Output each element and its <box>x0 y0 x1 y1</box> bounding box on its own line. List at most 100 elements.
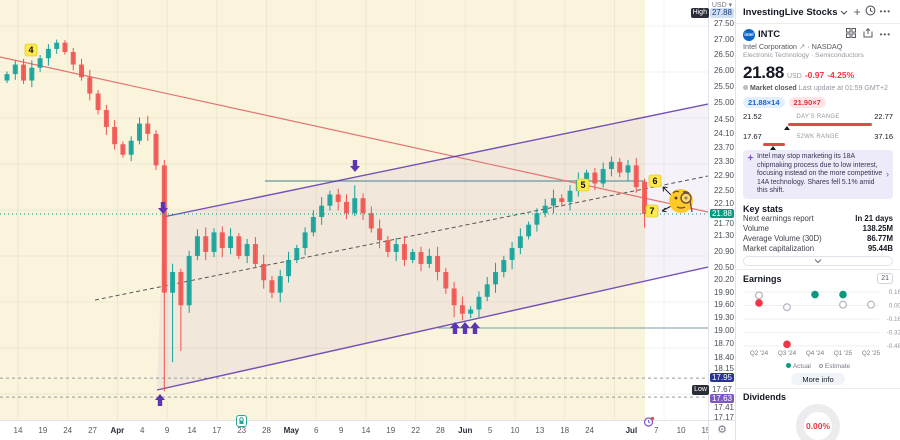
time-axis-label: 24 <box>63 426 73 435</box>
time-axis-label: 19 <box>38 426 48 435</box>
day-range-low: 21.52 <box>743 112 762 121</box>
gear-icon: ⚙ <box>717 424 727 436</box>
sidebar-menu-button[interactable]: ••• <box>879 7 891 16</box>
price-axis-label: 18.40 <box>713 352 734 362</box>
52wk-high: 37.16 <box>874 132 893 141</box>
news-text: Intel may stop marketing its 18A chipmak… <box>757 153 883 194</box>
price-axis-label: 19.90 <box>713 287 734 297</box>
ask-badge[interactable]: 21.90×7 <box>788 97 826 108</box>
history-clock-icon[interactable] <box>863 5 878 19</box>
intc-logo: intel <box>743 28 755 41</box>
time-axis-label: 9 <box>164 426 170 435</box>
market-status: Market closed Last update at 01:59 GMT+2 <box>743 84 893 94</box>
time-axis-label: 23 <box>237 426 247 435</box>
last-price: 21.88 <box>743 63 785 82</box>
time-axis-label: 14 <box>361 426 371 435</box>
time-axis-label: 7 <box>654 426 659 435</box>
event-marker-icon[interactable] <box>642 415 655 430</box>
price-axis-label: 17.95 <box>709 373 734 383</box>
price-axis-label: 20.90 <box>713 246 734 256</box>
svg-text:Q3 '24: Q3 '24 <box>778 350 797 357</box>
52wk-range-marker <box>770 146 776 150</box>
watchlist-sidebar: InvestingLive Stocks + ••• intel INTC ••… <box>735 0 900 440</box>
time-axis-label: 24 <box>585 426 594 435</box>
time-axis-label: 22 <box>411 426 421 435</box>
time-axis-label: Jun <box>458 426 473 435</box>
price-axis-label: 19.60 <box>713 300 734 310</box>
chevron-down-icon[interactable] <box>840 8 848 16</box>
price-chart[interactable]: 4 5 6 7 <box>0 0 708 420</box>
sidebar-header: InvestingLive Stocks + ••• <box>743 4 893 20</box>
time-axis[interactable]: 14 19 24 27 Apr 4 9 14 17 23 28 May 6 9 14 19 22 28 Jun 5 10… <box>0 415 711 440</box>
price-axis-label: 21.30 <box>713 231 734 241</box>
add-symbol-button[interactable]: + <box>853 5 861 19</box>
time-axis-label: 14 <box>187 426 197 435</box>
axis-settings-button[interactable]: ⚙ <box>708 420 735 440</box>
price-axis-label: 17.63 <box>709 394 734 404</box>
time-axis-label: 28 <box>262 426 271 435</box>
price-axis-label: 20.20 <box>713 275 734 285</box>
lock-marker-icon[interactable] <box>236 415 247 429</box>
price-axis-label: 19.30 <box>713 313 734 323</box>
symbol-ticker: INTC <box>758 29 781 40</box>
bid-badge[interactable]: 21.88×14 <box>743 97 785 108</box>
news-callout[interactable]: Intel may stop marketing its 18A chipmak… <box>743 150 893 199</box>
52wk-range: 17.67 52WK RANGE 37.16 <box>743 132 893 150</box>
symbol-menu-button[interactable]: ••• <box>879 29 891 39</box>
svg-text:Q4 '24: Q4 '24 <box>806 350 825 357</box>
earnings-legend: Actual Estimate <box>743 363 893 370</box>
svg-text:0.16: 0.16 <box>889 289 900 296</box>
price-axis-label: 18.70 <box>713 339 734 349</box>
time-axis-label: 18 <box>560 426 570 435</box>
price-axis-label: 22.10 <box>713 198 734 208</box>
key-stats-title: Key stats <box>743 203 784 214</box>
price-axis-label: 22.90 <box>713 171 734 181</box>
price-axis-label: 19.00 <box>713 326 734 335</box>
market-status-dot <box>743 85 748 90</box>
earnings-countdown-badge[interactable]: 21 <box>877 273 893 285</box>
price-change-pct: -4.25% <box>827 70 855 80</box>
session-low-label: Low 17.67 <box>692 385 732 396</box>
svg-text:7: 7 <box>649 206 654 216</box>
price-axis-label: 22.50 <box>713 185 734 195</box>
svg-text:6: 6 <box>652 176 657 186</box>
watchlist-title[interactable]: InvestingLive Stocks <box>743 6 838 18</box>
price-axis-label: 18.15 <box>713 363 734 373</box>
day-range-marker <box>783 126 790 130</box>
svg-text:4: 4 <box>28 45 33 55</box>
price-axis[interactable]: USD ▾ 27.50 27.00 26.50 26.00 25.50 25.00 24.5… <box>690 0 735 422</box>
expand-stats-button[interactable] <box>743 256 893 267</box>
time-axis-label: May <box>283 426 300 435</box>
svg-text:-0.32: -0.32 <box>887 330 900 337</box>
svg-text:Q2 '24: Q2 '24 <box>750 350 769 357</box>
company-name-line[interactable]: Intel Corporation ↗ · NASDAQ <box>743 42 843 51</box>
52wk-range-label: 52WK RANGE <box>796 133 840 140</box>
day-range-label: DAY'S RANGE <box>796 113 840 120</box>
price-axis-label: 23.30 <box>713 156 734 166</box>
price-axis-label: 26.00 <box>713 65 734 75</box>
payout-ratio-donut: 0.00% <box>796 404 840 440</box>
more-info-button[interactable]: More info <box>791 373 845 386</box>
price-axis-label: 27.00 <box>713 34 734 44</box>
price-axis-label: 25.00 <box>713 98 734 108</box>
price-axis-label: 23.70 <box>713 142 734 152</box>
sparkle-icon <box>747 153 754 196</box>
symbol-row[interactable]: intel INTC ••• <box>743 27 893 42</box>
time-axis-label: Jul <box>625 426 638 435</box>
svg-text:0.00: 0.00 <box>889 303 900 310</box>
svg-text:Q1 '25: Q1 '25 <box>834 350 853 357</box>
external-link-icon[interactable]: ↗ <box>798 42 806 51</box>
svg-text:-0.16: -0.16 <box>887 316 900 323</box>
price-axis-label: 26.50 <box>713 50 734 60</box>
time-axis-label: Apr <box>110 426 125 435</box>
price-axis-label: 24.50 <box>713 115 734 125</box>
earnings-chart[interactable]: 0.16 0.00 -0.16 -0.32 -0.48 Q2 '24 Q3 '24 Q4 '2… <box>743 284 900 358</box>
grid-view-icon[interactable] <box>844 28 858 41</box>
share-icon[interactable] <box>861 28 875 41</box>
stat-row: Market capitalization 95.44B <box>743 244 893 254</box>
price-axis-label: 20.50 <box>713 262 734 272</box>
price-axis-label: 17.17 <box>713 413 734 422</box>
time-axis-label: 15 <box>701 426 711 435</box>
day-range-high: 22.77 <box>874 112 893 121</box>
